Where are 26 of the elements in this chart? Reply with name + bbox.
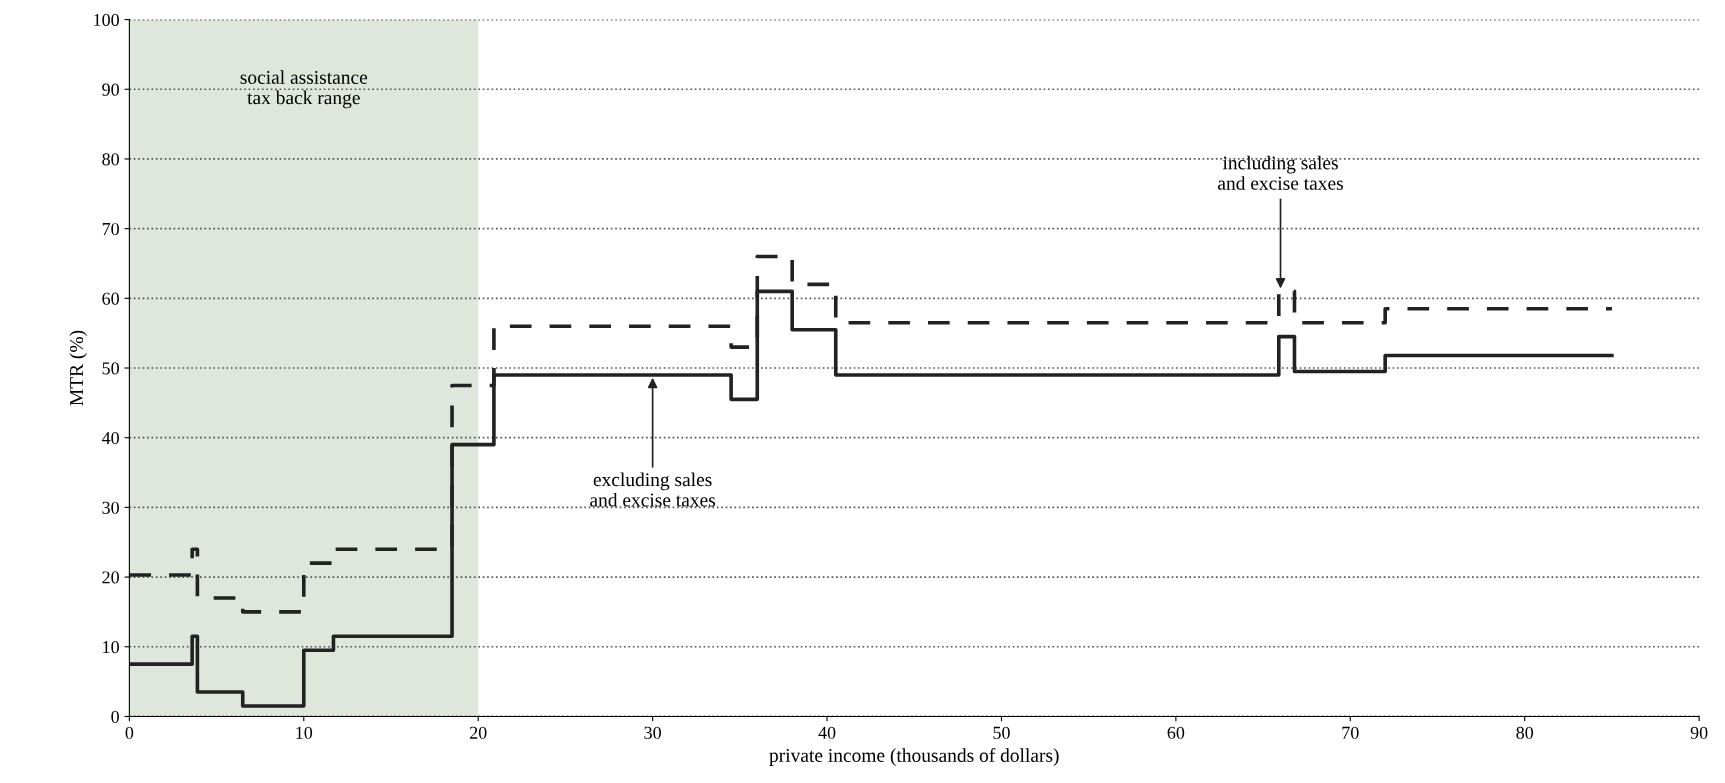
y-tick-label: 20 bbox=[102, 571, 119, 584]
y-tick-label: 0 bbox=[111, 710, 119, 723]
x-tick-label: 70 bbox=[1342, 726, 1359, 739]
annotation: including sales and excise taxes bbox=[1218, 155, 1343, 190]
y-tick-label: 80 bbox=[102, 153, 119, 166]
x-tick-label: 90 bbox=[1690, 726, 1708, 739]
x-tick-label: 0 bbox=[125, 726, 134, 739]
x-tick-label: 10 bbox=[296, 726, 313, 739]
x-tick-label: 20 bbox=[469, 726, 487, 739]
y-tick-label: 10 bbox=[103, 641, 119, 654]
y-axis-title: MTR (%) bbox=[69, 330, 88, 406]
annotation: excluding sales and excise taxes bbox=[590, 472, 716, 507]
y-tick-label: 60 bbox=[102, 292, 119, 305]
y-tick-label: 70 bbox=[102, 222, 119, 236]
x-tick-label: 50 bbox=[993, 726, 1010, 739]
y-tick-label: 90 bbox=[102, 83, 119, 96]
y-tick-label: 100 bbox=[94, 13, 119, 27]
y-tick-label: 50 bbox=[102, 362, 119, 375]
band-label: social assistance tax back range bbox=[240, 70, 368, 109]
x-tick-label: 60 bbox=[1167, 726, 1185, 739]
x-tick-label: 40 bbox=[818, 726, 836, 739]
x-tick-label: 80 bbox=[1516, 726, 1534, 739]
y-tick-label: 30 bbox=[102, 501, 119, 514]
x-axis-title: private income (thousands of dollars) bbox=[769, 748, 1059, 766]
x-tick-label: 30 bbox=[644, 726, 661, 739]
y-tick-label: 40 bbox=[101, 431, 119, 445]
